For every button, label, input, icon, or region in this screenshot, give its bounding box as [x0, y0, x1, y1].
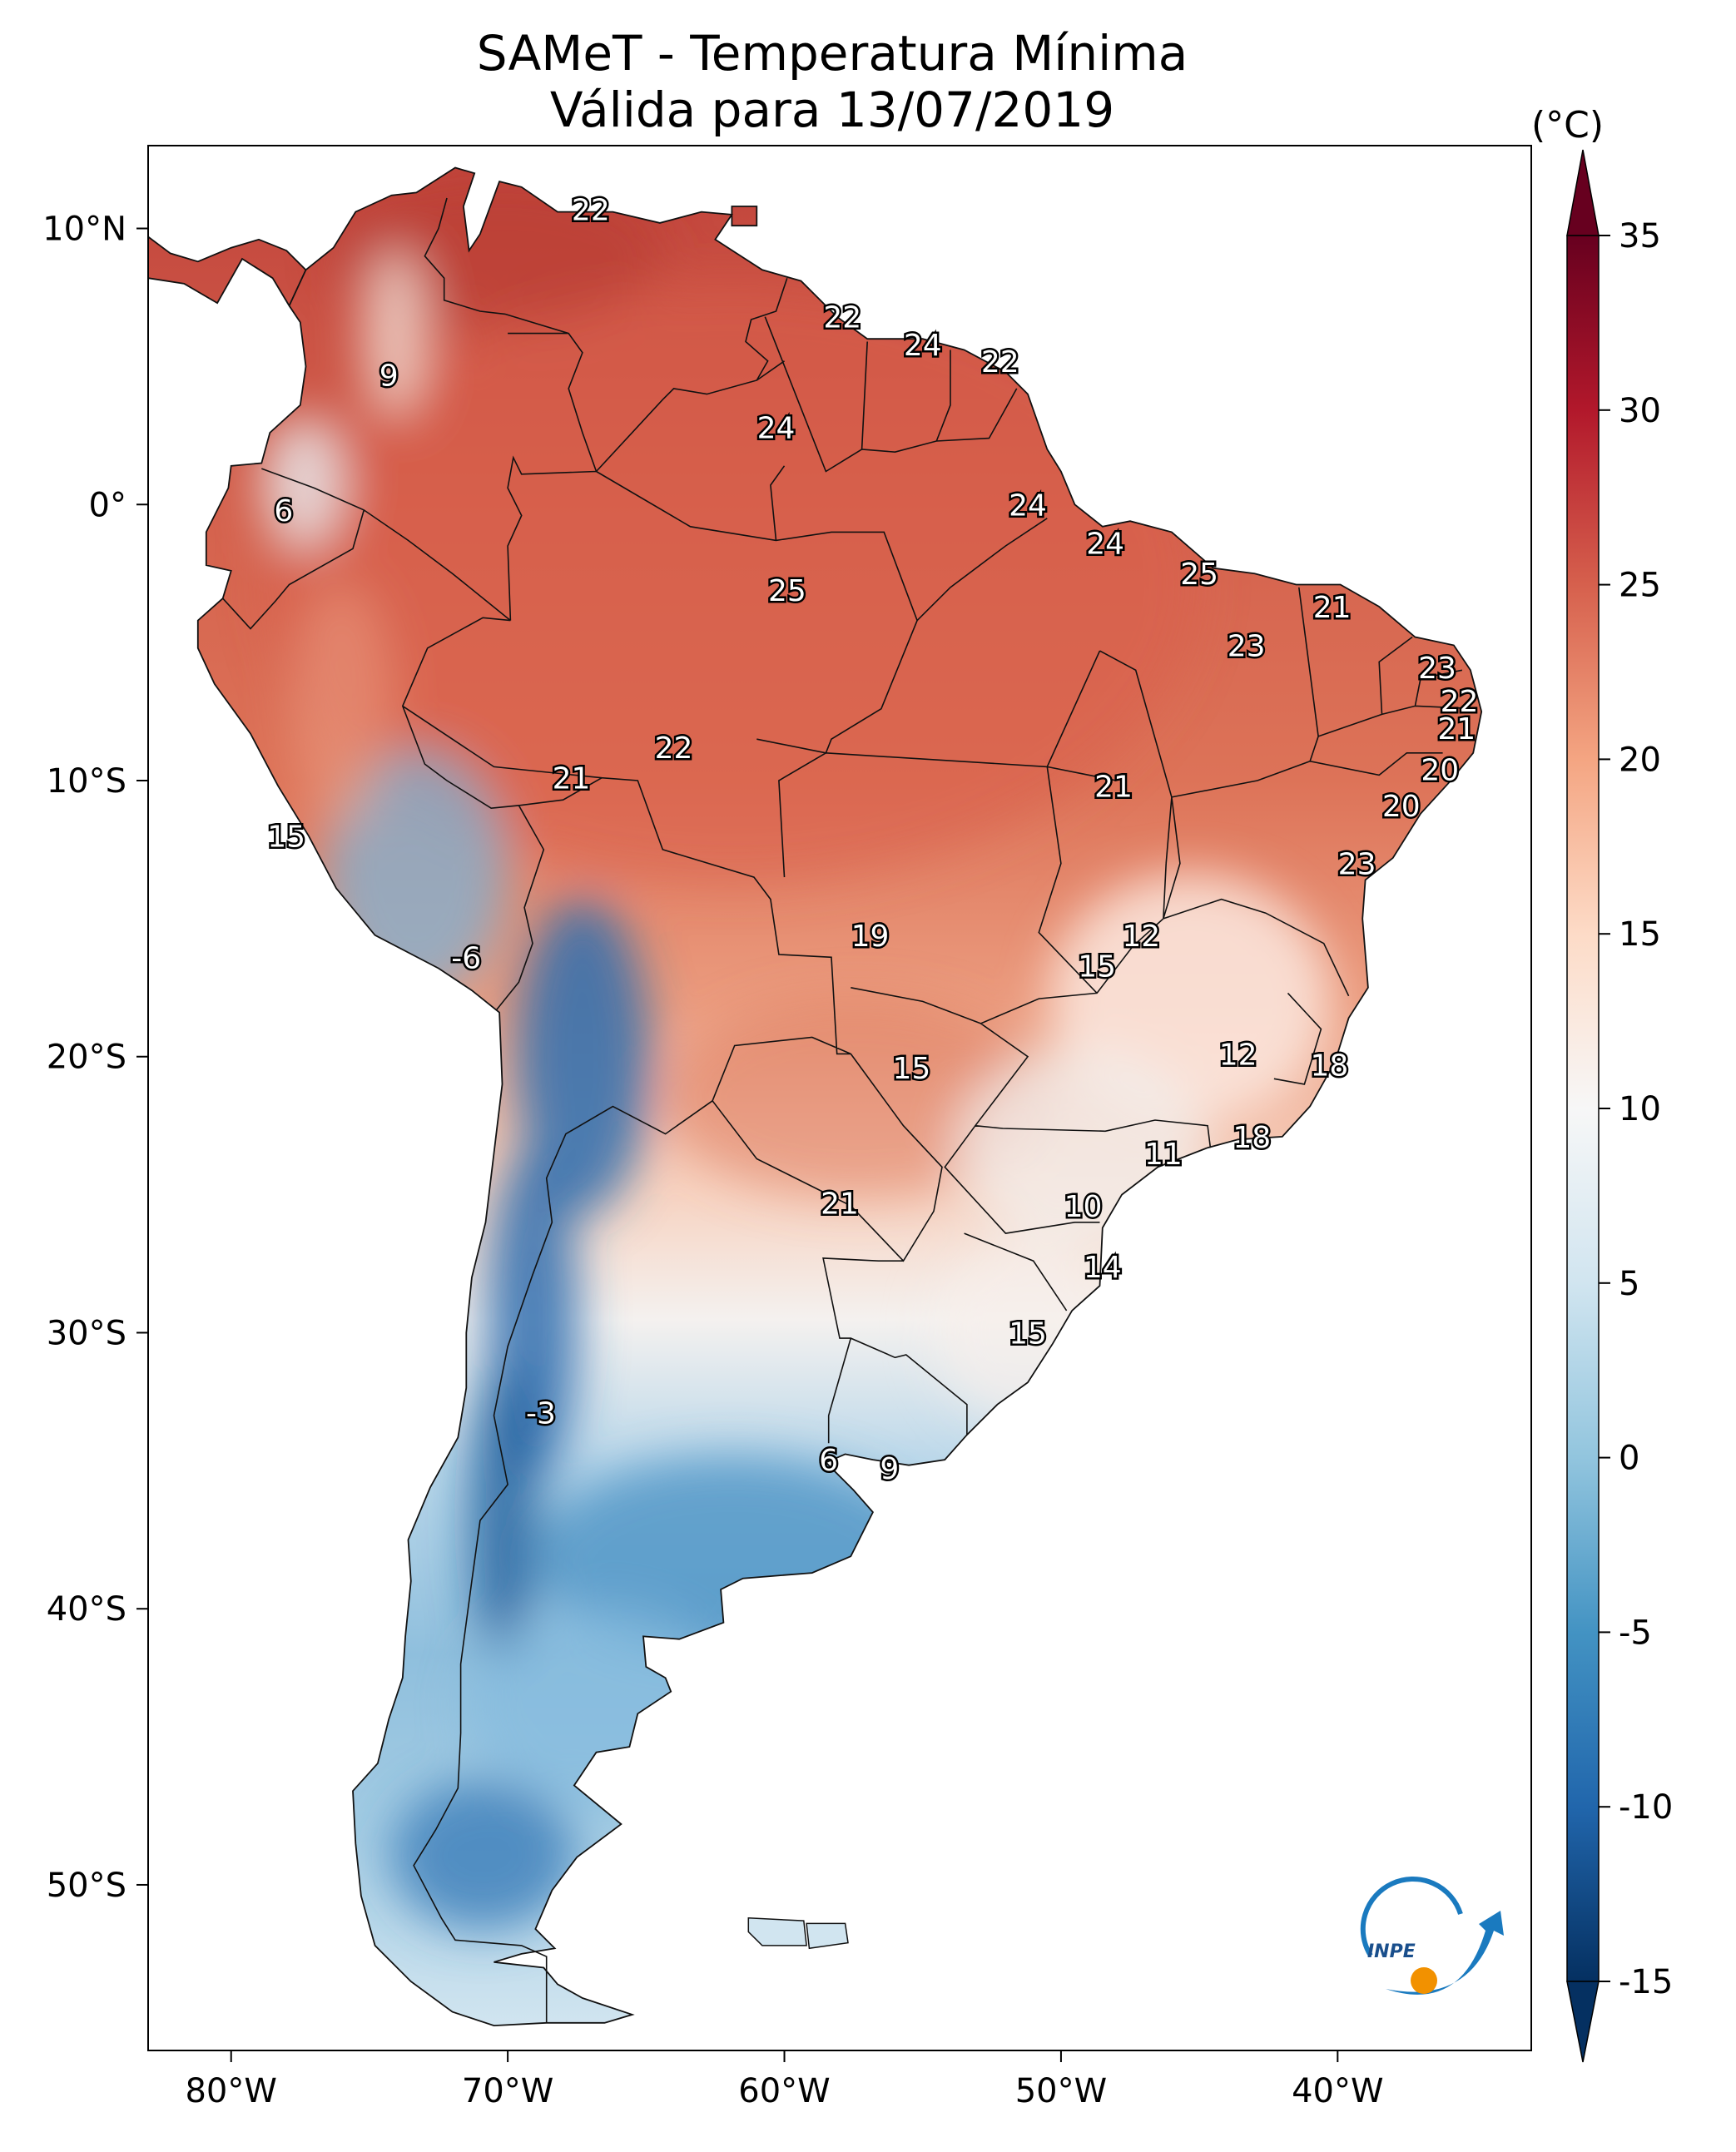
station-label: 22: [1441, 685, 1479, 719]
colorbar-body: [1566, 235, 1600, 1982]
colorbar-ticks: 35 30 25 20 15 10 5 0 -5 -10 -15: [1599, 217, 1673, 2001]
station-label: 14: [1084, 1251, 1122, 1285]
country-borders: [222, 197, 1476, 2023]
station-label: 9: [379, 359, 399, 393]
y-tick-label: 0°: [89, 486, 126, 524]
station-label: 15: [1078, 950, 1116, 984]
station-label: 21: [553, 762, 591, 796]
station-label: -6: [451, 941, 481, 975]
station-label: 9: [880, 1452, 899, 1486]
station-label: 18: [1233, 1121, 1271, 1155]
station-label: 12: [1219, 1038, 1257, 1072]
colorbar-tick-label: 10: [1619, 1090, 1661, 1128]
y-tick-label: 20°S: [47, 1039, 126, 1077]
colorbar-tick-label: 5: [1619, 1265, 1639, 1303]
station-label: 20: [1382, 790, 1421, 824]
station-label: 23: [1418, 652, 1456, 686]
y-tick-label: 10°S: [47, 762, 126, 801]
y-axis: 10°N 0° 10°S 20°S 30°S 40°S 50°S: [42, 211, 148, 1905]
colorbar-top-extension: [1566, 149, 1600, 236]
colorbar-bottom-extension: [1566, 1981, 1600, 2063]
station-label: 20: [1421, 754, 1459, 788]
x-tick-label: 60°W: [738, 2072, 830, 2110]
station-label: 18: [1310, 1049, 1348, 1083]
colorbar-unit: (°C): [1531, 104, 1605, 146]
x-tick-label: 50°W: [1015, 2072, 1107, 2110]
station-label: 23: [1228, 629, 1266, 663]
colorbar-tick-label: 35: [1619, 217, 1661, 255]
station-label: 24: [757, 411, 796, 445]
colorbar-tick-label: -15: [1619, 1963, 1673, 2001]
station-label: 19: [851, 920, 890, 954]
station-label: 24: [1009, 488, 1047, 523]
station-label: 6: [274, 494, 293, 528]
station-label: 21: [1437, 712, 1476, 746]
map-subtitle: Válida para 13/07/2019: [549, 82, 1115, 138]
station-label: 6: [819, 1444, 838, 1478]
colorbar-tick-label: -5: [1619, 1614, 1652, 1652]
station-label: 25: [1180, 558, 1218, 592]
colorbar-tick-label: 15: [1619, 915, 1661, 954]
y-tick-label: 10°N: [42, 211, 126, 249]
station-label: 23: [1338, 848, 1376, 882]
colorbar-tick-label: 25: [1619, 567, 1661, 605]
station-label: 15: [267, 820, 305, 854]
station-label: 10: [1064, 1190, 1103, 1224]
station-label: 15: [893, 1052, 931, 1086]
station-label: 11: [1144, 1138, 1183, 1172]
station-label: 21: [1094, 771, 1133, 805]
colorbar: 35 30 25 20 15 10 5 0 -5 -10 -15: [1566, 149, 1673, 2063]
station-label: 22: [572, 193, 610, 227]
y-tick-label: 30°S: [47, 1314, 126, 1352]
station-label: 22: [655, 731, 693, 766]
y-tick-label: 40°S: [47, 1590, 126, 1629]
inpe-logo: INPE: [1360, 1877, 1504, 1995]
coastline: [148, 166, 1483, 2027]
station-label: 12: [1122, 920, 1160, 954]
station-label: -3: [526, 1397, 556, 1431]
station-label: 22: [823, 301, 861, 335]
station-label: 25: [768, 574, 806, 608]
x-axis: 80°W 70°W 60°W 50°W 40°W: [185, 2050, 1384, 2110]
station-label: 15: [1009, 1316, 1047, 1351]
station-label: 24: [1086, 528, 1124, 562]
station-label: 21: [821, 1188, 859, 1222]
map-frame: [147, 145, 1532, 2051]
y-tick-label: 50°S: [47, 1867, 126, 1905]
station-label: 24: [904, 329, 942, 363]
falkland-islands: [747, 1917, 849, 1950]
colorbar-tick-label: -10: [1619, 1788, 1673, 1827]
map-title: SAMeT - Temperatura Mínima: [476, 25, 1188, 82]
x-tick-label: 80°W: [185, 2072, 276, 2110]
x-tick-label: 40°W: [1292, 2072, 1383, 2110]
x-tick-label: 70°W: [462, 2072, 553, 2110]
colorbar-tick-label: 0: [1619, 1440, 1639, 1478]
inpe-logo-text: INPE: [1367, 1941, 1416, 1962]
colorbar-tick-label: 30: [1619, 392, 1661, 430]
station-label: 21: [1313, 591, 1352, 625]
colorbar-tick-label: 20: [1619, 741, 1661, 779]
station-label: 22: [981, 345, 1019, 379]
